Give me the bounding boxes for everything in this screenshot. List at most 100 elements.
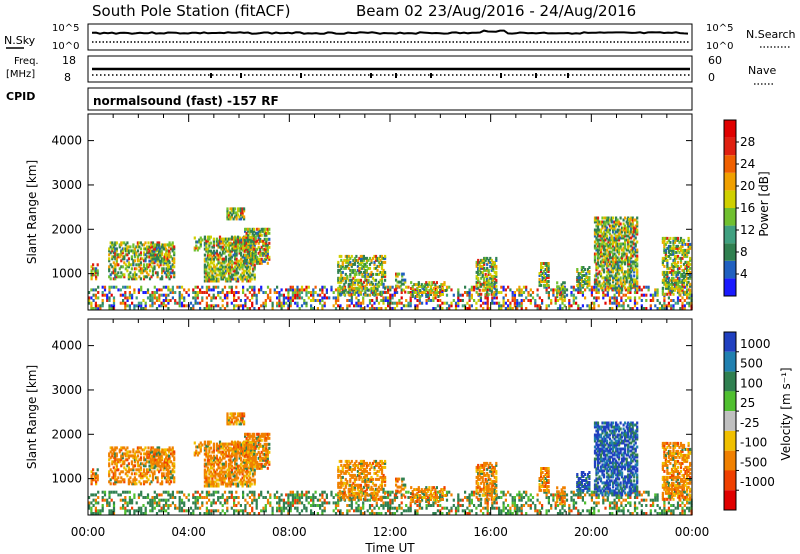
echo-cell: [233, 291, 236, 294]
echo-cell: [362, 307, 365, 310]
echo-cell: [251, 498, 254, 502]
echo-cell: [90, 288, 93, 292]
echo-cell: [103, 490, 107, 494]
echo-cell: [208, 271, 211, 275]
echo-cell: [260, 261, 263, 265]
echo-cell: [663, 299, 666, 302]
echo-cell: [395, 284, 398, 288]
echo-cell: [504, 288, 507, 292]
echo-cell: [126, 253, 129, 257]
echo-cell: [231, 246, 234, 250]
echo-cell: [380, 512, 383, 515]
echo-cell: [584, 296, 587, 300]
echo-cell: [254, 237, 257, 241]
echo-cell: [257, 229, 260, 233]
echo-cell: [466, 291, 469, 294]
echo-cell: [407, 285, 410, 289]
echo-cell: [94, 307, 97, 310]
echo-cell: [355, 301, 358, 305]
echo-cell: [127, 257, 130, 261]
echo-cell: [325, 296, 328, 300]
echo-cell: [615, 288, 618, 292]
echo-cell: [323, 296, 326, 300]
echo-cell: [622, 236, 625, 240]
echo-cell: [513, 498, 516, 502]
echo-cell: [155, 299, 159, 302]
echo-cell: [477, 272, 480, 276]
echo-cell: [507, 304, 510, 308]
echo-cell: [129, 249, 132, 253]
echo-cell: [484, 296, 487, 300]
echo-cell: [636, 232, 639, 236]
echo-cell: [402, 304, 405, 308]
echo-cell: [687, 238, 690, 242]
echo-cell: [520, 506, 523, 510]
echo-cell: [230, 288, 233, 292]
echo-cell: [247, 279, 250, 283]
echo-cell: [382, 256, 385, 260]
echo-cell: [251, 501, 254, 505]
echo-cell: [633, 246, 636, 250]
echo-cell: [266, 498, 270, 502]
echo-cell: [371, 504, 374, 507]
echo-cell: [593, 256, 597, 260]
echo-cell: [568, 512, 571, 515]
echo-cell: [593, 288, 596, 292]
echo-cell: [604, 490, 607, 494]
echo-cell: [638, 285, 641, 289]
echo-cell: [593, 501, 596, 505]
echo-cell: [114, 271, 117, 275]
echo-cell: [595, 272, 598, 276]
echo-cell: [577, 307, 580, 310]
echo-cell: [192, 296, 195, 300]
echo-cell: [171, 257, 174, 261]
echo-cell: [178, 509, 181, 513]
echo-cell: [513, 501, 516, 505]
echo-cell: [634, 260, 637, 264]
echo-cell: [346, 276, 349, 280]
echo-cell: [640, 299, 643, 302]
echo-cell: [350, 264, 353, 268]
echo-cell: [139, 263, 142, 267]
echo-cell: [298, 501, 301, 505]
echo-cell: [486, 512, 489, 515]
echo-cell: [444, 289, 448, 292]
echo-cell: [560, 291, 563, 295]
echo-cell: [214, 271, 217, 275]
echo-cell: [307, 291, 310, 294]
echo-cell: [633, 301, 637, 305]
echo-cell: [298, 498, 301, 502]
echo-cell: [158, 493, 161, 497]
echo-cell: [321, 285, 324, 289]
echo-cell: [224, 269, 228, 273]
echo-cell: [246, 265, 249, 269]
echo-cell: [480, 276, 483, 280]
echo-cell: [597, 493, 600, 497]
echo-cell: [112, 285, 116, 289]
echo-cell: [210, 296, 213, 300]
echo-cell: [686, 290, 689, 294]
echo-cell: [669, 252, 672, 256]
echo-cell: [352, 270, 355, 274]
nave-label: Nave: [748, 64, 776, 77]
echo-cell: [380, 280, 384, 284]
echo-cell: [124, 509, 127, 513]
echo-cell: [205, 279, 208, 283]
echo-cell: [227, 249, 231, 253]
echo-cell: [605, 258, 609, 262]
echo-cell: [287, 493, 290, 497]
echo-cell: [337, 304, 340, 308]
echo-cell: [214, 251, 217, 255]
echo-cell: [111, 255, 114, 259]
echo-cell: [544, 278, 547, 281]
echo-cell: [341, 307, 344, 310]
echo-cell: [534, 504, 537, 507]
echo-cell: [540, 283, 543, 287]
echo-cell: [155, 307, 159, 310]
echo-cell: [615, 258, 618, 262]
echo-cell: [242, 238, 245, 242]
echo-cell: [310, 299, 313, 302]
echo-cell: [269, 501, 272, 505]
echo-cell: [672, 264, 675, 268]
echo-cell: [132, 261, 135, 265]
